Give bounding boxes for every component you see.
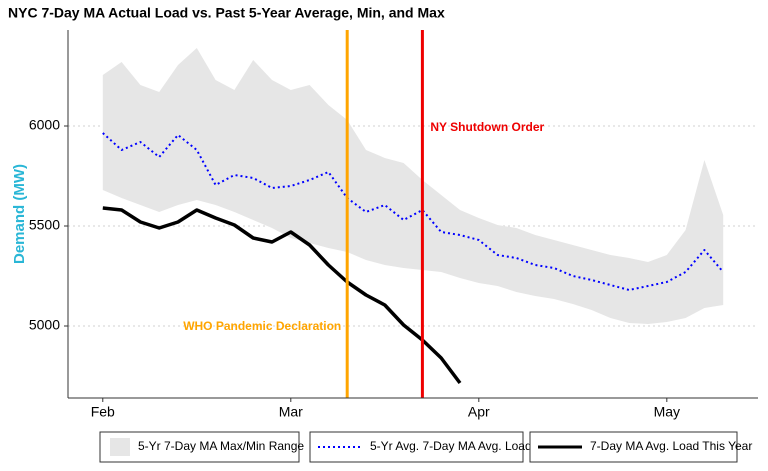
event-label: NY Shutdown Order: [430, 120, 544, 134]
legend-label: 5-Yr 7-Day MA Max/Min Range: [138, 439, 304, 453]
legend-label: 5-Yr Avg. 7-Day MA Avg. Load: [370, 439, 532, 453]
legend-label: 7-Day MA Avg. Load This Year: [590, 439, 752, 453]
y-tick-label: 6000: [29, 117, 60, 133]
chart-title: NYC 7-Day MA Actual Load vs. Past 5-Year…: [8, 5, 445, 21]
x-tick-label: May: [654, 404, 680, 420]
x-tick-label: Apr: [468, 404, 490, 420]
y-axis-label: Demand (MW): [11, 164, 28, 264]
x-tick-label: Feb: [91, 404, 115, 420]
legend-box: [99, 431, 300, 463]
y-tick-label: 5000: [29, 317, 60, 333]
legend-box: [309, 431, 524, 463]
x-tick-label: Mar: [279, 404, 303, 420]
event-label: WHO Pandemic Declaration: [183, 319, 341, 333]
series-line: [102, 206, 462, 385]
legend-swatch: [110, 438, 130, 456]
y-tick-label: 5500: [29, 217, 60, 233]
range-band: [102, 48, 724, 324]
